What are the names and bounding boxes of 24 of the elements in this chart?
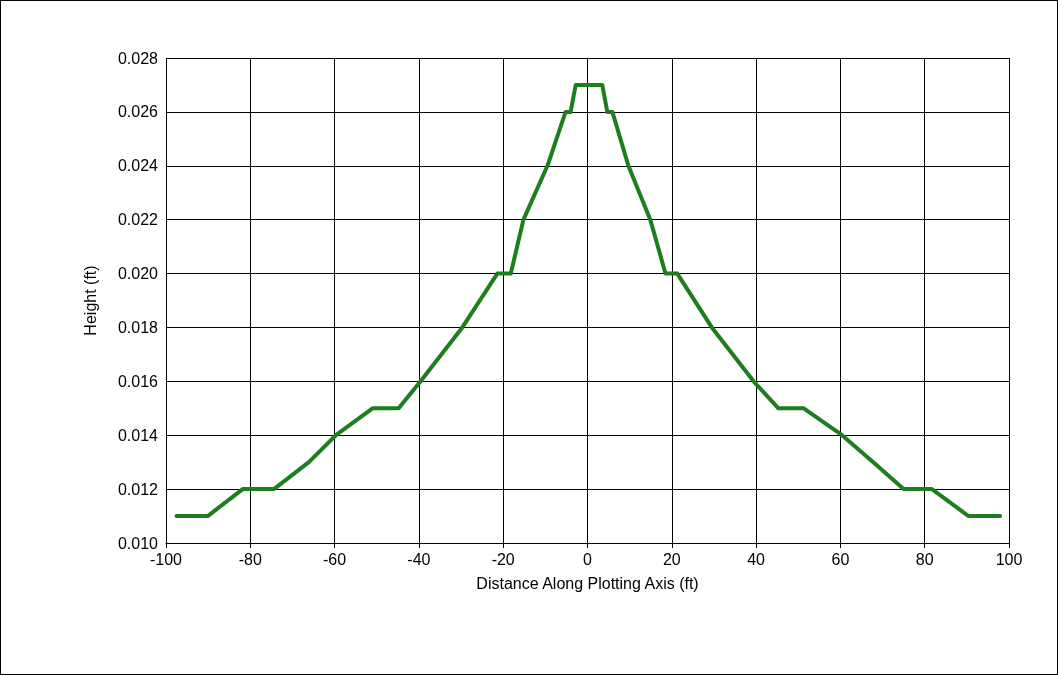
- y-tick-label: 0.028: [117, 49, 159, 67]
- y-tick-label: 0.024: [117, 157, 159, 175]
- x-tick-label: 60: [831, 550, 850, 568]
- y-tick-label: 0.010: [117, 534, 159, 552]
- x-tick-label: 80: [915, 550, 934, 568]
- x-tick-label: 0: [583, 550, 593, 568]
- x-axis-title: Distance Along Plotting Axis (ft): [476, 574, 699, 592]
- y-tick-label: 0.022: [117, 211, 159, 229]
- x-tick-label: 40: [747, 550, 766, 568]
- y-tick-label: 0.012: [117, 480, 159, 498]
- x-tick-label: 100: [995, 550, 1023, 568]
- x-tick-label: -20: [491, 550, 515, 568]
- x-tick-label: -100: [149, 550, 183, 568]
- x-tick-label: 20: [662, 550, 681, 568]
- y-tick-label: 0.016: [117, 372, 159, 390]
- x-tick-label: -80: [238, 550, 262, 568]
- line-series: [174, 82, 1003, 519]
- y-tick-label: 0.018: [117, 318, 159, 336]
- y-tick-label: 0.014: [117, 426, 159, 444]
- y-tick-label: 0.020: [117, 265, 159, 283]
- y-axis-title: Height (ft): [81, 265, 99, 336]
- x-tick-label: -40: [407, 550, 431, 568]
- y-tick-label: 0.026: [117, 103, 159, 121]
- x-tick-label: -60: [323, 550, 347, 568]
